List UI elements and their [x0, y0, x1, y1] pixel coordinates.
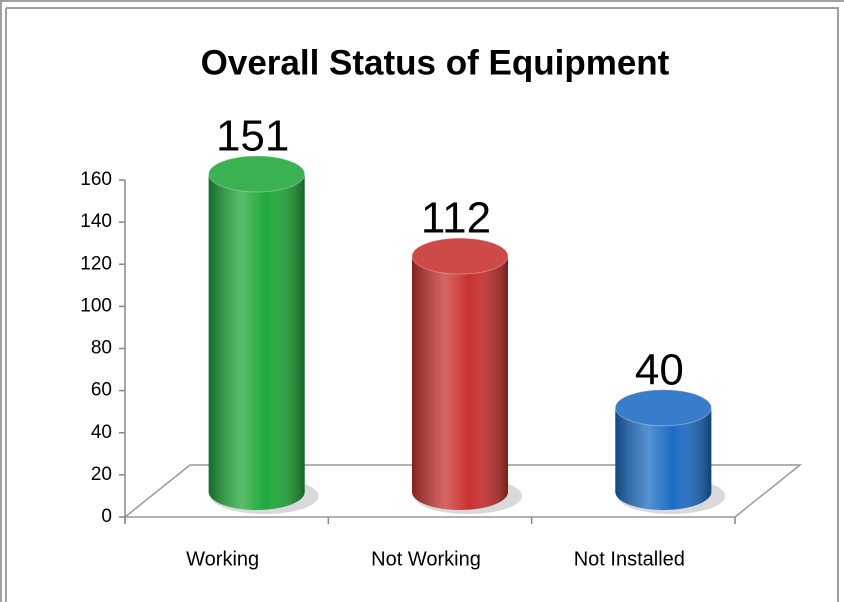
bar-top-shine: [615, 389, 712, 426]
y-tick-label: 0: [101, 506, 112, 527]
x-tick-label: Not Installed: [574, 548, 685, 570]
x-tick-label: Working: [186, 548, 259, 570]
value-label: 112: [421, 194, 491, 243]
y-tick-label: 100: [80, 295, 112, 316]
y-tick-label: 20: [91, 464, 112, 485]
bar-top: [411, 237, 509, 275]
bar: [614, 389, 712, 510]
y-tick-label: 80: [91, 338, 112, 359]
value-label: 40: [635, 345, 684, 394]
y-tick-label: 120: [80, 253, 112, 274]
bar: [411, 237, 509, 510]
bar-shade: [208, 173, 305, 511]
y-tick-label: 40: [91, 422, 112, 443]
y-tick-label: 60: [91, 380, 112, 401]
bar-top-shine: [412, 238, 508, 275]
y-tick-label: 140: [80, 211, 112, 232]
value-label: 151: [216, 112, 289, 161]
bar-shade: [412, 256, 508, 510]
chart-title: Overall Status of Equipment: [201, 43, 670, 82]
bar-top-shine: [208, 155, 305, 192]
bar: [208, 155, 306, 511]
bar-top: [614, 389, 712, 427]
x-tick-label: Not Working: [371, 548, 481, 570]
bar-shade: [615, 407, 712, 510]
bar-top: [208, 155, 306, 193]
y-tick-label: 160: [80, 169, 112, 190]
